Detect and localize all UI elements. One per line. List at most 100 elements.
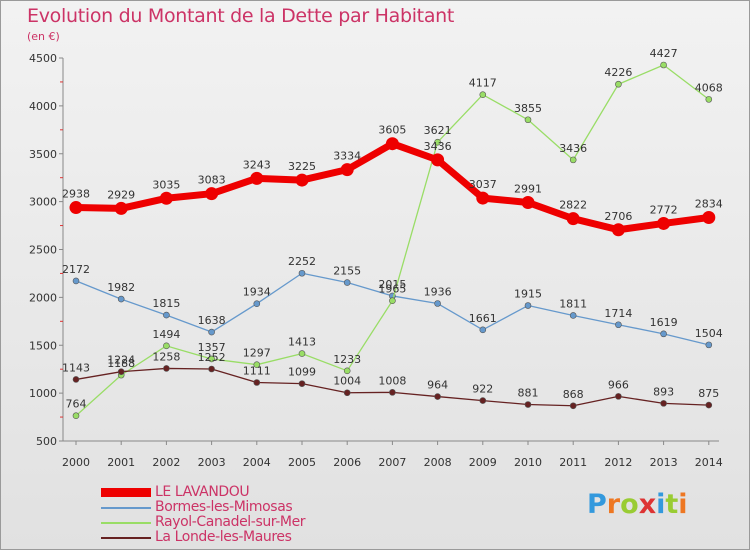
data-label: 3225 — [288, 160, 316, 173]
data-point — [479, 397, 487, 404]
data-point — [566, 212, 580, 226]
data-point — [569, 402, 577, 410]
data-point — [298, 380, 306, 387]
y-tick-label: 2000 — [29, 291, 57, 304]
y-tick-label: 4500 — [29, 52, 57, 65]
y-tick-label: 500 — [36, 435, 57, 448]
data-point — [431, 153, 445, 167]
chart-title: Evolution du Montant de la Dette par Hab… — [27, 5, 455, 27]
data-point — [702, 211, 716, 225]
data-label: 2938 — [62, 188, 90, 201]
data-point — [660, 330, 667, 338]
data-point — [479, 91, 487, 98]
data-label: 2015 — [378, 278, 406, 291]
data-label: 764 — [66, 398, 87, 411]
data-label: 3083 — [198, 174, 226, 187]
data-label: 1258 — [152, 350, 180, 363]
data-point — [253, 379, 261, 386]
x-tick-label: 2000 — [62, 456, 90, 469]
data-label: 1494 — [152, 328, 180, 341]
data-label: 2991 — [514, 182, 542, 195]
data-label: 3243 — [243, 158, 271, 171]
data-point — [389, 297, 396, 305]
data-point — [569, 156, 577, 164]
data-label: 1965 — [378, 283, 406, 296]
x-tick-label: 2013 — [650, 456, 678, 469]
data-label: 2172 — [62, 263, 90, 276]
data-label: 966 — [608, 378, 629, 391]
data-point — [253, 300, 261, 307]
x-tick-label: 2010 — [514, 456, 542, 469]
legend-swatch — [101, 507, 151, 509]
data-label: 4226 — [604, 66, 632, 79]
x-tick-label: 2014 — [695, 456, 723, 469]
x-tick-label: 2011 — [559, 456, 587, 469]
data-point — [660, 61, 667, 69]
data-label: 3621 — [424, 124, 452, 137]
data-label: 875 — [698, 387, 719, 400]
data-label: 1934 — [243, 286, 271, 299]
logo-letter: o — [620, 489, 639, 520]
proxiti-logo: Proxiti — [587, 489, 688, 520]
x-tick-label: 2002 — [152, 456, 180, 469]
data-point — [117, 368, 125, 375]
legend-swatch — [101, 537, 151, 539]
y-tick-label: 2500 — [29, 244, 57, 257]
legend-item: Rayol-Canadel-sur-Mer — [101, 514, 361, 530]
data-label: 3436 — [559, 142, 587, 155]
chart-subtitle: (en €) — [27, 30, 60, 43]
data-point — [343, 279, 351, 286]
data-point — [253, 361, 261, 368]
x-tick-label: 2004 — [243, 456, 271, 469]
data-label: 1936 — [424, 286, 452, 299]
data-point — [298, 350, 306, 357]
legend-label: LE LAVANDOU — [155, 484, 250, 500]
data-point — [343, 389, 351, 397]
x-tick-label: 2001 — [107, 456, 135, 469]
legend-item: Bormes-les-Mimosas — [101, 499, 361, 515]
data-label: 1357 — [198, 341, 226, 354]
data-label: 3334 — [333, 150, 361, 163]
data-label: 2929 — [107, 188, 135, 201]
data-label: 3855 — [514, 102, 542, 115]
legend-item: LE LAVANDOU — [101, 484, 361, 500]
data-point — [524, 116, 532, 124]
logo-letter: i — [656, 489, 666, 520]
data-point — [340, 163, 354, 177]
data-label: 1188 — [107, 357, 135, 370]
logo-letter: i — [678, 489, 688, 520]
data-point — [611, 223, 625, 237]
data-label: 2772 — [650, 203, 678, 216]
data-label: 4117 — [469, 77, 497, 90]
data-label: 3037 — [469, 178, 497, 191]
data-point — [72, 376, 80, 383]
data-label: 1224 — [107, 354, 135, 367]
data-label: 2155 — [333, 265, 361, 278]
data-label: 964 — [427, 379, 448, 392]
data-point — [298, 269, 306, 277]
data-point — [163, 342, 170, 350]
data-point — [159, 191, 173, 205]
data-label: 1811 — [559, 297, 587, 310]
data-label: 1714 — [604, 307, 632, 320]
logo-letter: r — [606, 489, 621, 520]
data-point — [208, 365, 215, 373]
data-point — [163, 365, 170, 372]
data-label: 4427 — [650, 47, 678, 60]
data-label: 1661 — [469, 312, 497, 325]
data-point — [385, 137, 399, 151]
y-tick-label: 3500 — [29, 148, 57, 161]
data-point — [524, 302, 532, 309]
data-label: 1619 — [650, 316, 678, 329]
data-label: 1413 — [288, 336, 316, 349]
data-point — [476, 191, 490, 205]
data-label: 2706 — [604, 210, 632, 223]
x-tick-label: 2005 — [288, 456, 316, 469]
data-label: 2822 — [559, 199, 587, 212]
data-point — [72, 412, 80, 420]
data-label: 2252 — [288, 255, 316, 268]
x-tick-label: 2009 — [469, 456, 497, 469]
data-label: 3436 — [424, 140, 452, 153]
data-point — [117, 295, 125, 303]
x-tick-label: 2012 — [604, 456, 632, 469]
